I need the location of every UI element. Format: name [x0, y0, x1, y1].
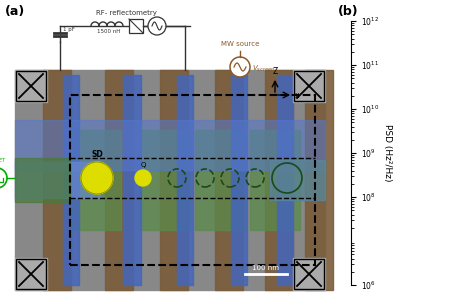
Bar — [270, 160, 325, 200]
Bar — [15, 70, 47, 102]
Circle shape — [135, 170, 151, 186]
Bar — [215, 70, 243, 290]
Bar — [71, 130, 121, 230]
Circle shape — [230, 57, 250, 77]
Bar — [294, 71, 324, 101]
Text: (a): (a) — [5, 5, 25, 18]
Bar — [231, 75, 247, 285]
Text: x: x — [295, 91, 300, 100]
Bar — [15, 70, 325, 290]
Text: Q: Q — [140, 162, 146, 168]
Text: $V_{SET}$: $V_{SET}$ — [0, 155, 7, 165]
Bar — [140, 130, 190, 230]
Circle shape — [81, 162, 113, 194]
Bar — [70, 95, 315, 265]
Bar — [250, 130, 300, 230]
Bar — [265, 70, 293, 290]
Bar — [195, 130, 245, 230]
Bar — [63, 75, 79, 285]
Text: SD: SD — [91, 150, 103, 159]
Circle shape — [0, 168, 7, 188]
Text: 1 pF: 1 pF — [63, 28, 75, 32]
Text: $V_{screen}$: $V_{screen}$ — [252, 64, 275, 74]
Text: RF- reflectometry: RF- reflectometry — [95, 10, 157, 16]
Bar — [305, 70, 333, 290]
Bar — [15, 158, 70, 202]
Text: 100 nm: 100 nm — [252, 265, 279, 271]
Bar — [16, 259, 46, 289]
Text: (b): (b) — [338, 5, 359, 18]
Bar — [129, 19, 143, 33]
Bar — [160, 70, 188, 290]
Bar — [293, 258, 325, 290]
Bar — [277, 75, 293, 285]
Bar — [15, 120, 325, 170]
Bar — [270, 160, 325, 200]
Y-axis label: PSD (Hz²/Hz): PSD (Hz²/Hz) — [383, 124, 392, 182]
Bar — [16, 71, 46, 101]
Circle shape — [148, 17, 166, 35]
Text: MW source: MW source — [221, 41, 259, 47]
Text: Z: Z — [272, 67, 278, 76]
Bar — [15, 258, 47, 290]
Bar — [15, 162, 100, 198]
Bar — [294, 259, 324, 289]
Text: 1500 nH: 1500 nH — [97, 29, 121, 34]
Bar — [293, 70, 325, 102]
Bar — [105, 70, 133, 290]
Bar — [123, 75, 141, 285]
Bar — [43, 70, 71, 290]
Bar — [177, 75, 193, 285]
